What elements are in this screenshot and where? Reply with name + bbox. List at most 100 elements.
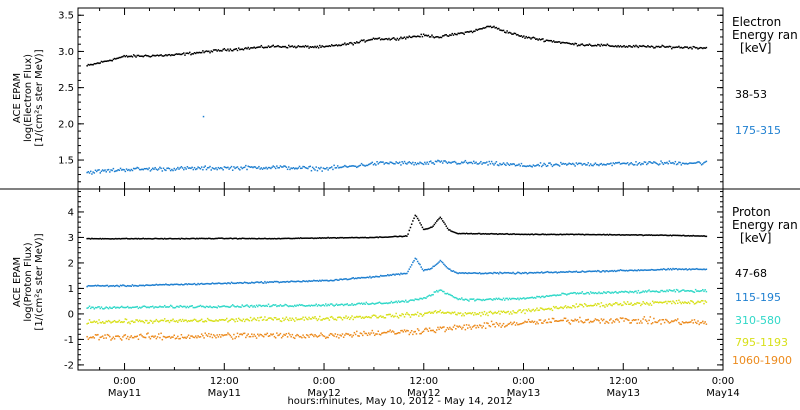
proton-point [172, 336, 174, 338]
proton-point [150, 320, 153, 322]
proton-point [697, 300, 699, 303]
proton-point [110, 339, 112, 341]
electron-point [284, 165, 286, 168]
proton-point [465, 232, 468, 235]
proton-point [508, 322, 511, 325]
electron-point [676, 46, 679, 48]
proton-point [501, 311, 504, 313]
proton-point [697, 320, 699, 322]
proton-point [640, 291, 642, 294]
electron-point [179, 167, 181, 169]
electron-point [634, 45, 636, 48]
proton-point [618, 321, 621, 323]
electron-point [163, 54, 166, 57]
proton-point [439, 216, 442, 219]
proton-point [521, 272, 524, 274]
proton-point [210, 238, 212, 240]
proton-point [579, 233, 581, 236]
proton-point [262, 282, 265, 284]
proton-point [204, 306, 207, 309]
proton-point [131, 336, 134, 339]
electron-point [403, 160, 406, 163]
proton-point [453, 296, 456, 299]
electron-point [115, 170, 117, 172]
proton-point [367, 276, 370, 279]
electron-point [539, 39, 542, 41]
proton-point [362, 316, 364, 318]
proton-point [295, 335, 297, 337]
proton-point [469, 312, 471, 314]
electron-point [291, 167, 294, 170]
proton-point [243, 237, 246, 240]
electron-point [492, 162, 494, 165]
electron-point [362, 164, 364, 166]
proton-point [172, 284, 174, 286]
proton-point [535, 309, 537, 311]
electron-point [595, 163, 598, 166]
proton-point [680, 323, 683, 326]
proton-point [327, 236, 329, 239]
proton-point [187, 320, 190, 322]
proton-point [230, 318, 233, 320]
proton-point [545, 321, 548, 324]
proton-point [179, 318, 181, 321]
proton-point [666, 319, 668, 322]
proton-point [111, 321, 113, 323]
proton-point [622, 291, 624, 293]
proton-point [521, 233, 524, 236]
proton-point [558, 320, 561, 322]
proton-point [393, 301, 395, 304]
electron-point [129, 55, 131, 58]
proton-point [535, 233, 537, 235]
electron-point [586, 44, 588, 46]
electron-point [126, 169, 129, 172]
proton-point [191, 335, 193, 337]
electron-point [521, 36, 524, 38]
electron-point [225, 49, 228, 52]
proton-point [377, 236, 380, 239]
proton-point [239, 237, 241, 240]
electron-point [86, 65, 88, 67]
electron-point [585, 44, 587, 47]
proton-point [208, 332, 210, 335]
electron-point [321, 170, 323, 172]
proton-point [240, 319, 242, 322]
electron-point [246, 47, 248, 50]
proton-point [171, 305, 173, 307]
proton-point [252, 306, 254, 308]
electron-point [537, 39, 539, 41]
electron-point [563, 163, 566, 165]
proton-point [508, 233, 511, 236]
proton-point [563, 293, 566, 295]
electron-point [230, 49, 233, 52]
proton-point [118, 319, 121, 322]
legend-proton-1060-1900: 1060-1900 [732, 354, 792, 367]
proton-point [178, 283, 180, 286]
proton-point [447, 311, 450, 314]
proton-point [421, 298, 424, 300]
proton-point [379, 236, 382, 238]
proton-point [515, 272, 518, 274]
proton-point [434, 222, 437, 224]
proton-point [638, 322, 641, 324]
proton-point [228, 333, 230, 336]
electron-point [247, 46, 249, 49]
electron-point [391, 37, 394, 40]
proton-point [624, 290, 626, 293]
proton-point [363, 236, 365, 239]
proton-point [379, 315, 382, 317]
electron-point [407, 36, 409, 39]
proton-point [635, 319, 637, 321]
electron-point [140, 168, 142, 171]
electron-point [209, 51, 211, 54]
proton-point [274, 304, 277, 306]
proton-point [426, 328, 428, 331]
electron-ytick-label: 3.0 [58, 47, 74, 58]
electron-point [338, 167, 340, 169]
proton-point [199, 304, 202, 307]
proton-point [580, 303, 582, 306]
proton-point [601, 304, 604, 307]
proton-point [135, 284, 137, 287]
proton-point [532, 308, 535, 311]
proton-point [228, 320, 230, 322]
